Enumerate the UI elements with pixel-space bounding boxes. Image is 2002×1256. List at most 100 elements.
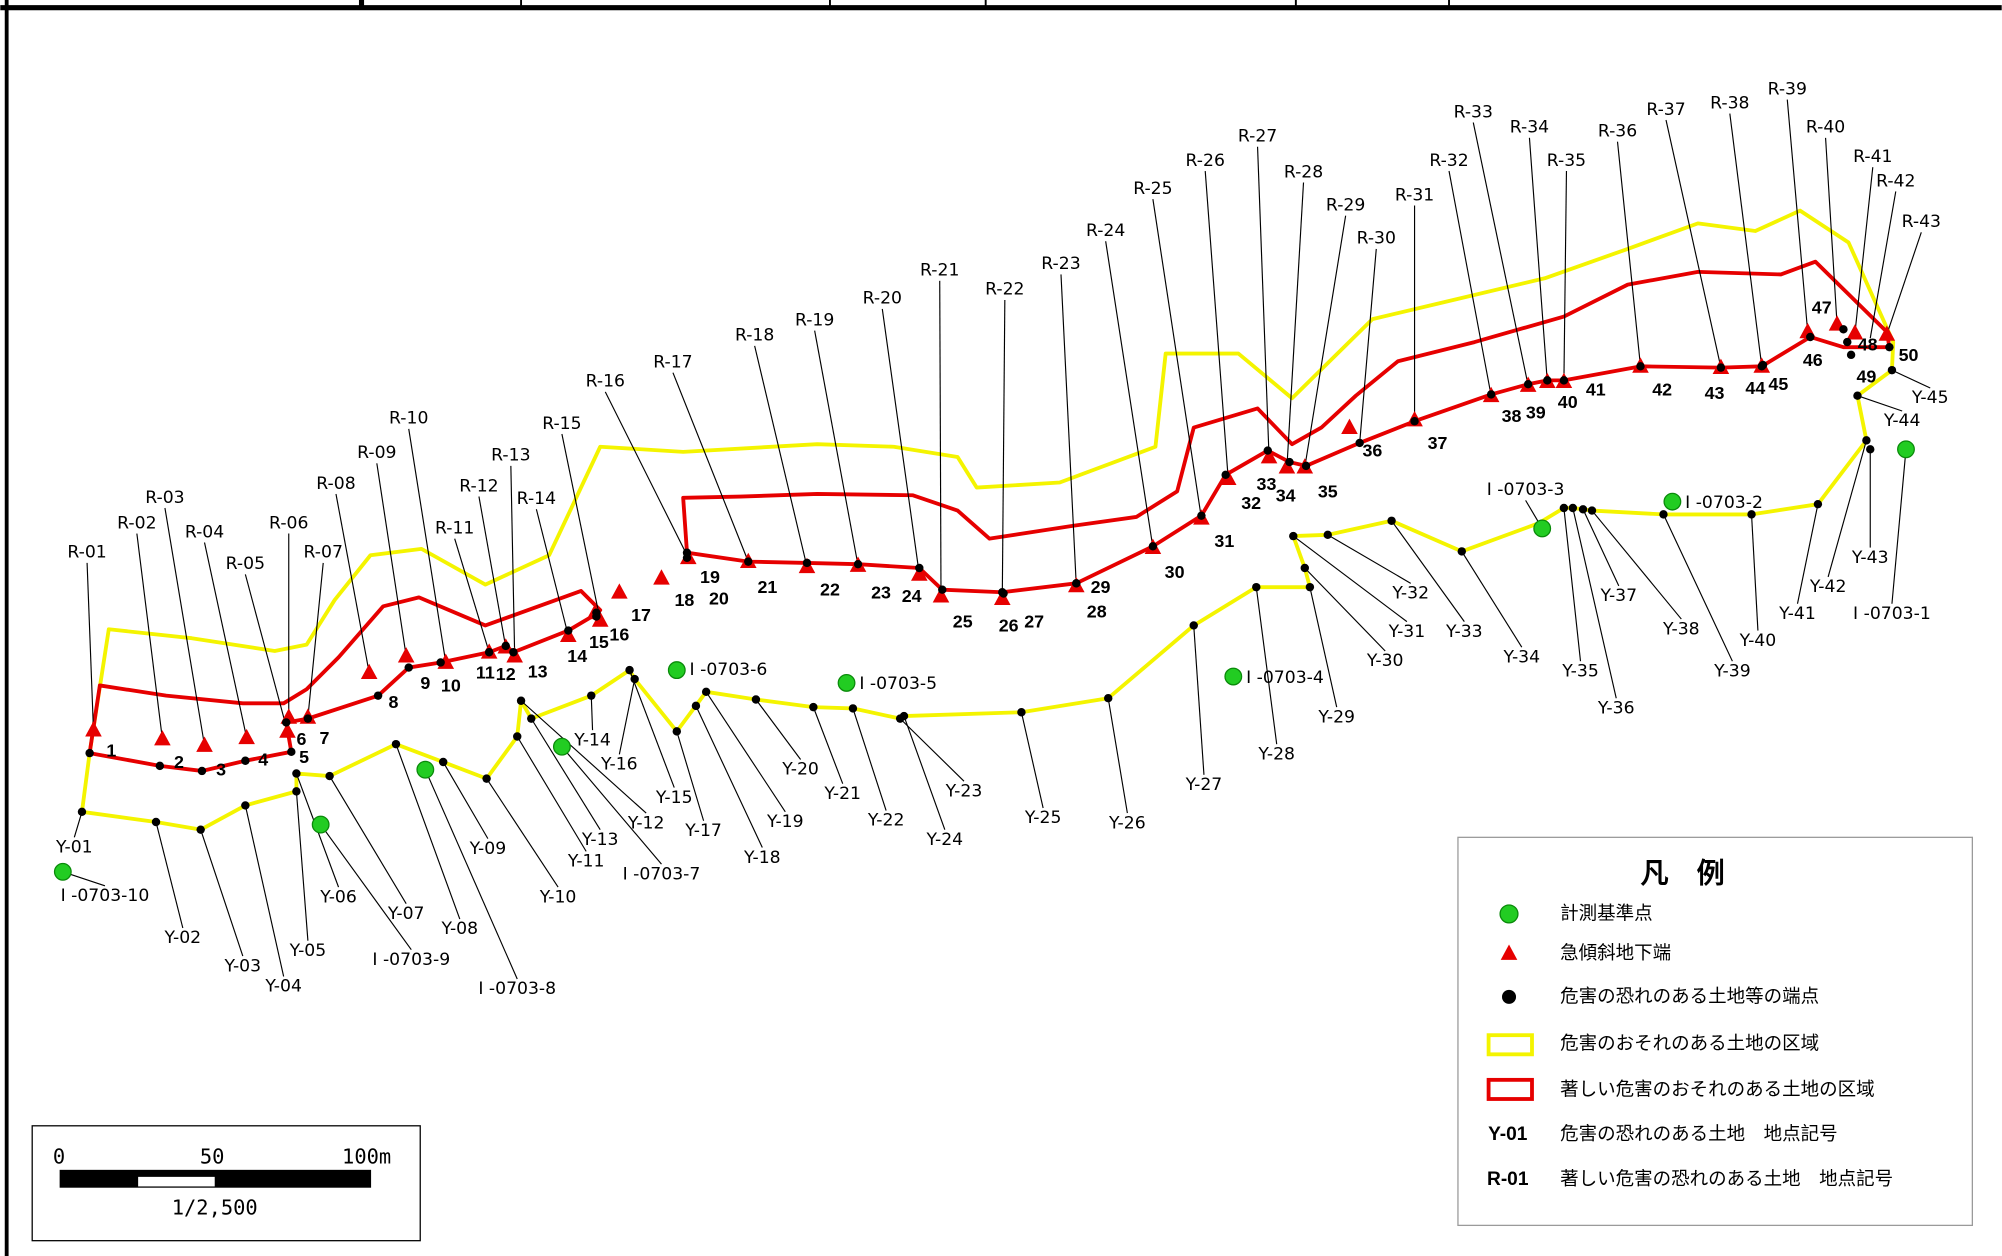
y-point-label: Y-15 (655, 788, 693, 808)
leader-line (1255, 587, 1278, 745)
endpoint-dot (1301, 461, 1311, 471)
benchmark-marker (837, 673, 856, 692)
scale-tick-mid: 50 (200, 1144, 225, 1168)
point-number-label: 34 (1276, 485, 1296, 505)
point-number-label: 2 (174, 752, 184, 772)
endpoint-dot (1523, 379, 1533, 389)
leader-line (1827, 440, 1867, 578)
leader-line (1359, 248, 1377, 443)
point-number-label: 11 (476, 663, 495, 683)
endpoint-dot (899, 711, 909, 721)
y-point-label: Y-06 (319, 887, 357, 907)
point-number-label: 35 (1318, 481, 1338, 501)
endpoint-dot (701, 687, 711, 697)
leader-line (695, 705, 763, 848)
benchmark-label: I -0703-5 (859, 674, 937, 694)
endpoint-dot (1758, 360, 1768, 370)
leader-line (408, 428, 447, 663)
y-point-label: Y-38 (1662, 619, 1700, 639)
y-point-label: Y-03 (224, 956, 262, 976)
scale-bar-segment (60, 1170, 139, 1188)
endpoint-dot (1017, 708, 1026, 717)
scale-tick-start: 0 (53, 1144, 65, 1168)
scale-bar-segment (214, 1170, 371, 1188)
endpoint-dot (1486, 390, 1496, 399)
slope-toe-marker (1278, 458, 1296, 474)
leader-line (1105, 241, 1154, 548)
leader-line (1854, 167, 1874, 334)
r-point-label: R-38 (1710, 93, 1749, 113)
benchmark-label: I -0703-1 (1853, 604, 1931, 624)
point-number-label: 38 (1502, 406, 1522, 426)
endpoint-dot (292, 769, 301, 778)
y-point-label: Y-30 (1366, 651, 1404, 671)
point-number-label: 45 (1768, 374, 1788, 394)
slope-toe-marker (653, 569, 670, 585)
y-point-label: Y-10 (539, 887, 577, 907)
leader-line (535, 509, 569, 636)
slope-toe-marker (1846, 324, 1864, 340)
leader-line (86, 562, 95, 731)
endpoint-dot (1578, 505, 1588, 514)
leader-line (395, 743, 461, 920)
leader-line (903, 715, 946, 830)
y-point-label: Y-22 (867, 811, 905, 831)
leader-line (486, 778, 559, 888)
point-number-label: 41 (1586, 379, 1606, 399)
y-point-label: Y-39 (1713, 661, 1751, 681)
point-number-label: 21 (757, 577, 777, 597)
leader-line (1796, 504, 1819, 604)
point-number-label: 50 (1899, 345, 1919, 365)
endpoint-dot (853, 559, 863, 569)
leader-line (478, 496, 507, 648)
leader-line (1582, 509, 1620, 587)
endpoint-dot (1457, 547, 1467, 556)
endpoint-dot (287, 747, 296, 757)
leader-line (1891, 369, 1931, 389)
benchmark-marker (53, 862, 72, 881)
leader-line (1528, 137, 1548, 382)
endpoint-dot (1568, 503, 1578, 513)
leader-line (1309, 587, 1338, 708)
y-point-label: Y-26 (1108, 813, 1146, 833)
endpoint-dot (1587, 506, 1597, 515)
point-number-label: 18 (675, 590, 695, 610)
endpoint-dot (1862, 436, 1871, 445)
leader-line (676, 731, 705, 821)
point-number-label: 16 (609, 624, 629, 644)
leader-line (1662, 514, 1733, 662)
leader-line (1891, 449, 1907, 604)
y-point-label: Y-13 (581, 830, 619, 850)
y-point-label: Y-04 (264, 977, 302, 997)
y-point-label: Y-24 (926, 830, 964, 850)
slope-toe-marker (238, 728, 255, 745)
legend-frame (1457, 836, 1973, 1227)
r-point-label: R-24 (1086, 221, 1125, 241)
endpoint-dot (438, 757, 448, 767)
benchmark-label: I -0703-4 (1246, 668, 1324, 688)
y-point-label: Y-41 (1778, 604, 1816, 624)
endpoint-dot (1305, 582, 1315, 592)
endpoint-dot (1885, 342, 1894, 352)
leader-line (1591, 510, 1682, 620)
y-point-label: Y-01 (55, 838, 93, 858)
y-point-label: Y-08 (440, 919, 478, 939)
leader-line (1292, 535, 1408, 623)
leader-line (618, 678, 636, 755)
benchmark-marker (552, 737, 571, 756)
leader-line (203, 542, 248, 738)
r-point-label: R-34 (1510, 118, 1549, 138)
leader-line (1572, 507, 1617, 699)
endpoint-dot (1813, 499, 1823, 509)
r-point-label: R-35 (1547, 151, 1586, 171)
legend-label-danger-zone: 危害のおそれのある土地の区域 (1560, 1034, 1819, 1055)
benchmark-marker (667, 661, 686, 680)
leader-line (1448, 170, 1492, 396)
leader-line (516, 736, 587, 852)
leader-line (881, 308, 920, 575)
endpoint-dot (404, 663, 413, 672)
endpoint-dot (809, 702, 818, 712)
point-number-label: 31 (1214, 531, 1234, 551)
endpoint-dot (1300, 563, 1310, 573)
endpoint-dot (1323, 530, 1332, 540)
